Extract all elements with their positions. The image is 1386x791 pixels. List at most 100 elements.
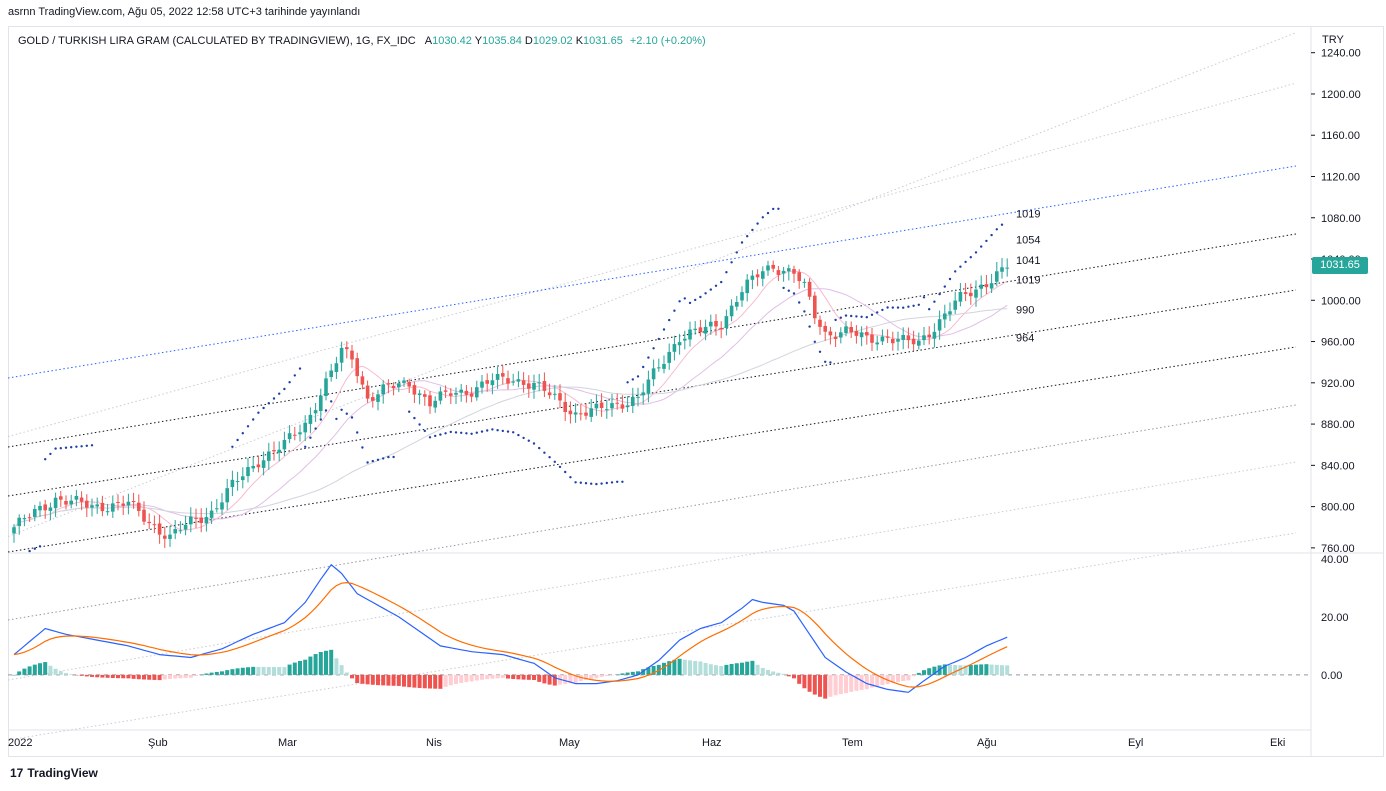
candle[interactable] [407,378,411,393]
candle[interactable] [943,304,947,328]
candle[interactable] [771,260,775,273]
candle[interactable] [459,383,463,402]
candle[interactable] [911,330,916,351]
candle[interactable] [506,370,510,390]
candle[interactable] [230,470,235,497]
candle[interactable] [589,399,593,422]
candle[interactable] [469,387,474,403]
candle[interactable] [22,514,27,527]
candle[interactable] [839,327,843,344]
candle[interactable] [189,507,193,533]
candle[interactable] [755,269,760,287]
candle[interactable] [906,327,911,349]
candle[interactable] [251,457,255,473]
candle[interactable] [937,310,942,340]
candle[interactable] [27,513,32,522]
candle[interactable] [90,498,94,517]
candle[interactable] [553,384,557,400]
candle[interactable] [901,327,905,350]
candle[interactable] [542,372,547,398]
candle[interactable] [615,393,619,410]
candle[interactable] [703,319,708,341]
candle[interactable] [397,379,401,393]
candle[interactable] [781,266,786,282]
candle[interactable] [688,321,692,347]
candle[interactable] [48,502,53,521]
candle[interactable] [85,494,89,517]
candle[interactable] [953,291,957,314]
candle[interactable] [896,331,900,351]
candle[interactable] [282,431,287,456]
candle[interactable] [490,373,495,395]
symbol-name[interactable]: GOLD / TURKISH LIRA GRAM (CALCULATED BY … [18,35,416,47]
candle[interactable] [345,341,349,359]
candle[interactable] [79,491,84,511]
candle[interactable] [584,403,588,420]
candle[interactable] [797,269,801,289]
candle[interactable] [958,282,963,307]
candle[interactable] [183,515,188,536]
candle[interactable] [735,295,739,311]
candle[interactable] [989,273,994,294]
candle[interactable] [537,373,541,392]
candle[interactable] [365,380,370,403]
candle[interactable] [173,520,177,540]
candle[interactable] [625,396,630,412]
candle[interactable] [261,451,266,476]
candle[interactable] [501,365,505,385]
candle[interactable] [235,471,240,491]
candle[interactable] [891,331,895,351]
candle[interactable] [277,441,281,462]
candle[interactable] [59,490,63,507]
candle[interactable] [641,383,645,405]
candle[interactable] [776,265,781,282]
candle[interactable] [371,392,375,408]
candle[interactable] [766,260,770,276]
candle[interactable] [438,386,443,405]
candle[interactable] [605,399,609,419]
candle[interactable] [844,321,848,337]
candle[interactable] [620,395,625,413]
candle[interactable] [724,309,729,336]
candle[interactable] [126,493,131,515]
candle[interactable] [43,499,47,519]
candle[interactable] [293,426,297,441]
candle[interactable] [17,514,21,535]
candle[interactable] [558,384,562,409]
candle[interactable] [807,278,812,300]
candle[interactable] [220,493,224,515]
candle[interactable] [38,501,42,518]
candle[interactable] [927,326,931,345]
candle[interactable] [142,501,146,526]
tradingview-brand[interactable]: 17 TradingView [10,766,98,780]
candle[interactable] [709,314,713,335]
candle[interactable] [792,265,796,283]
candle[interactable] [131,492,136,509]
candle[interactable] [854,325,859,344]
candle[interactable] [324,371,328,401]
candle[interactable] [163,526,167,548]
candle[interactable] [209,501,214,524]
candle[interactable] [818,315,822,335]
candle[interactable] [215,499,219,513]
candle[interactable] [246,458,250,483]
candle[interactable] [1000,258,1004,279]
candle[interactable] [948,302,952,322]
candle[interactable] [412,381,417,403]
candle[interactable] [579,404,583,421]
candle[interactable] [828,326,833,345]
candle[interactable] [105,503,110,516]
candle[interactable] [428,391,432,414]
candle[interactable] [194,508,198,528]
candle[interactable] [677,333,682,355]
candle[interactable] [672,335,677,361]
candle[interactable] [740,286,744,307]
candle[interactable] [433,396,437,413]
candle[interactable] [521,372,526,393]
candle[interactable] [865,325,869,345]
candle[interactable] [932,323,937,348]
candle[interactable] [714,314,718,336]
candle[interactable] [64,495,68,510]
candle[interactable] [802,278,807,288]
candle[interactable] [391,382,396,396]
